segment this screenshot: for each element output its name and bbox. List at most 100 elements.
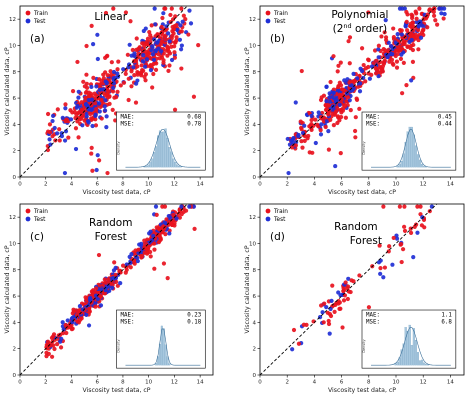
test-point <box>47 137 52 142</box>
test-point <box>187 204 192 209</box>
test-point <box>346 276 351 281</box>
histogram-bar <box>396 166 399 168</box>
test-point <box>351 86 356 91</box>
x-tick-label: 4 <box>70 380 74 386</box>
test-point <box>177 37 183 42</box>
train-point <box>408 230 414 235</box>
train-point <box>136 247 141 252</box>
test-point <box>369 64 375 69</box>
test-point <box>86 97 91 103</box>
test-point <box>442 6 447 11</box>
test-point <box>286 170 291 176</box>
train-point <box>71 307 76 312</box>
histogram-bar <box>155 146 158 168</box>
test-point <box>150 44 155 49</box>
test-point <box>395 31 400 37</box>
train-point <box>93 123 99 128</box>
test-point <box>169 57 175 63</box>
y-axis-label: Viscosity calculated data, cP <box>4 245 11 333</box>
test-point <box>367 76 372 81</box>
y-tick-label: 2 <box>253 149 257 155</box>
train-point <box>63 102 68 107</box>
y-tick-label: 12 <box>249 215 256 221</box>
train-point <box>352 79 358 84</box>
train-point <box>152 266 157 271</box>
train-point <box>376 43 381 48</box>
test-point <box>327 95 332 100</box>
test-point <box>442 11 447 17</box>
test-point <box>326 129 331 134</box>
train-point <box>84 43 89 49</box>
train-point <box>123 10 129 15</box>
x-tick-label: 6 <box>340 182 344 188</box>
train-point <box>400 91 405 96</box>
train-point <box>301 322 306 327</box>
histogram-bar <box>421 359 424 366</box>
test-point <box>156 46 161 51</box>
y-tick-label: 12 <box>9 17 16 23</box>
histogram-bar <box>168 147 171 168</box>
train-point <box>402 41 407 47</box>
test-point <box>166 31 171 36</box>
y-tick-label: 8 <box>13 70 17 76</box>
train-point <box>409 31 414 36</box>
train-point <box>167 63 172 68</box>
mae-value: 1.1 <box>441 313 452 319</box>
histogram-bar <box>166 137 169 168</box>
inset-y-label: Density <box>117 141 121 154</box>
train-point <box>158 237 163 242</box>
train-point <box>105 53 110 59</box>
y-tick-label: 0 <box>13 373 17 379</box>
train-point <box>116 59 121 64</box>
train-point <box>172 50 177 55</box>
y-tick-label: 10 <box>9 43 16 49</box>
train-point <box>170 222 175 227</box>
train-point <box>103 10 109 16</box>
histogram-bar <box>178 165 181 168</box>
x-tick-label: 0 <box>18 182 22 188</box>
test-point <box>151 233 156 238</box>
train-point <box>63 118 68 124</box>
test-point <box>84 312 89 317</box>
test-point <box>127 42 132 47</box>
histogram-bar <box>402 153 405 168</box>
test-point <box>381 275 386 280</box>
train-point <box>140 254 145 259</box>
train-point <box>73 126 79 131</box>
train-point <box>140 41 145 46</box>
panel-title-line2: Forest <box>95 231 127 243</box>
train-point <box>66 135 71 140</box>
train-point <box>115 67 120 72</box>
test-point <box>399 32 404 37</box>
train-point <box>338 83 344 88</box>
histogram-bar <box>408 126 411 168</box>
legend-test-marker <box>25 216 31 222</box>
train-point <box>154 225 159 230</box>
test-point <box>93 301 98 306</box>
test-point <box>383 18 388 23</box>
test-point <box>74 105 80 110</box>
test-point <box>134 81 139 86</box>
x-tick-label: 14 <box>447 182 454 188</box>
test-point <box>50 118 55 124</box>
train-point <box>414 16 419 21</box>
train-point <box>307 124 312 129</box>
train-point <box>75 309 80 314</box>
test-point <box>394 41 399 46</box>
test-point <box>118 280 123 286</box>
train-point <box>159 24 164 30</box>
train-point <box>109 60 114 65</box>
x-tick-label: 8 <box>121 380 125 386</box>
kde-curve <box>371 129 451 168</box>
train-point <box>177 215 182 220</box>
histogram-bar <box>419 360 422 366</box>
y-axis-label: Viscosity calculated data, cP <box>4 47 11 135</box>
train-point <box>89 23 94 29</box>
train-point <box>133 100 139 105</box>
test-point <box>63 129 69 134</box>
train-point <box>302 138 307 143</box>
test-point <box>376 55 381 60</box>
inset-y-label: Density <box>362 339 366 352</box>
y-tick-label: 2 <box>13 347 17 353</box>
train-point <box>322 301 327 306</box>
